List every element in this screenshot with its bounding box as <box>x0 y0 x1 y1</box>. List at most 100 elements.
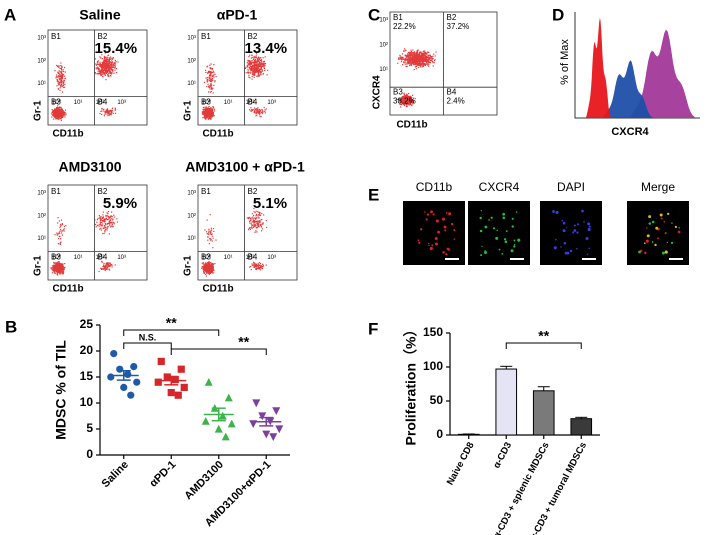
event-dot <box>54 108 56 110</box>
event-dot <box>55 262 57 264</box>
event-dot <box>251 60 253 62</box>
event-dot <box>258 267 260 269</box>
x-tick-label: 10¹ <box>224 100 233 106</box>
event-dot <box>423 60 425 62</box>
event-dot <box>105 109 107 111</box>
event-dot <box>108 222 110 224</box>
cell-speck <box>646 234 650 238</box>
event-dot <box>105 219 107 221</box>
event-dot <box>212 109 214 111</box>
event-dot <box>101 107 103 110</box>
event-dot <box>257 60 260 62</box>
cell-speck <box>418 241 421 244</box>
event-dot <box>403 92 405 94</box>
event-dot <box>252 74 254 76</box>
event-dot <box>430 57 432 59</box>
event-dot <box>113 65 115 67</box>
event-dot <box>255 230 257 232</box>
x-tick-label: 10¹ <box>224 255 233 261</box>
event-dot <box>259 262 261 264</box>
event-dot <box>102 225 104 227</box>
event-dot <box>404 98 407 100</box>
event-dot <box>251 264 253 266</box>
plot-title: AMD3100 <box>58 159 121 175</box>
event-dot <box>107 75 109 77</box>
event-dot <box>204 266 206 268</box>
event-dot <box>204 113 206 115</box>
event-dot <box>412 52 414 54</box>
event-dot <box>54 115 57 117</box>
event-dot <box>262 111 264 113</box>
event-dot <box>406 104 408 106</box>
event-dot <box>254 265 256 267</box>
event-dot <box>110 72 112 74</box>
event-dot <box>100 225 102 227</box>
event-dot <box>210 238 212 240</box>
event-dot <box>259 269 262 271</box>
event-dot <box>214 80 216 82</box>
x-tick-label: 10³ <box>267 100 276 106</box>
event-dot <box>209 74 211 76</box>
event-dot <box>58 115 60 117</box>
event-dot <box>210 262 212 264</box>
event-dot <box>429 55 431 57</box>
event-dot <box>405 56 407 58</box>
event-dot <box>56 118 58 120</box>
event-dot <box>255 210 257 212</box>
event-dot <box>409 64 411 66</box>
event-dot <box>260 57 262 59</box>
event-dot <box>208 263 210 265</box>
cell-speck <box>432 213 435 216</box>
event-dot <box>103 69 105 71</box>
event-dot <box>263 106 265 109</box>
event-dot <box>260 225 262 227</box>
event-dot <box>102 211 104 213</box>
event-dot <box>61 112 63 114</box>
event-dot <box>61 78 63 80</box>
event-dot <box>213 64 215 66</box>
event-dot <box>211 272 213 274</box>
event-dot <box>254 56 256 58</box>
event-dot <box>55 113 57 115</box>
cell-speck <box>663 220 666 223</box>
event-dot <box>254 225 256 227</box>
event-dot <box>54 70 56 72</box>
event-dot <box>105 58 107 61</box>
event-dot <box>211 68 213 70</box>
y-tick-label: 5 <box>86 421 93 435</box>
event-dot <box>258 69 261 71</box>
event-dot <box>100 64 102 66</box>
event-dot <box>422 59 424 62</box>
event-dot <box>51 116 53 118</box>
event-dot <box>113 72 115 74</box>
event-dot <box>103 57 106 60</box>
event-dot <box>251 217 253 219</box>
x-tick-label: αPD-1 <box>147 459 178 490</box>
event-dot <box>208 78 210 80</box>
event-dot <box>257 262 259 264</box>
event-dot <box>212 87 214 89</box>
event-dot <box>61 271 63 273</box>
event-dot <box>207 65 209 67</box>
x-tick-label: 10² <box>96 255 105 261</box>
cell-speck <box>434 242 438 246</box>
event-dot <box>114 62 116 64</box>
event-dot <box>106 66 108 68</box>
event-dot <box>114 67 116 69</box>
quadrant-label: B2 <box>248 32 258 41</box>
event-dot <box>100 216 102 218</box>
event-dot <box>212 92 214 94</box>
event-dot <box>258 56 260 58</box>
event-dot <box>60 65 62 67</box>
event-dot <box>399 58 401 60</box>
event-dot <box>417 61 419 63</box>
event-dot <box>255 111 257 113</box>
event-dot <box>55 270 57 272</box>
event-dot <box>63 268 65 271</box>
event-dot <box>419 60 421 62</box>
event-dot <box>245 66 247 68</box>
event-dot <box>261 230 263 232</box>
event-dot <box>59 82 61 85</box>
event-dot <box>107 264 109 266</box>
